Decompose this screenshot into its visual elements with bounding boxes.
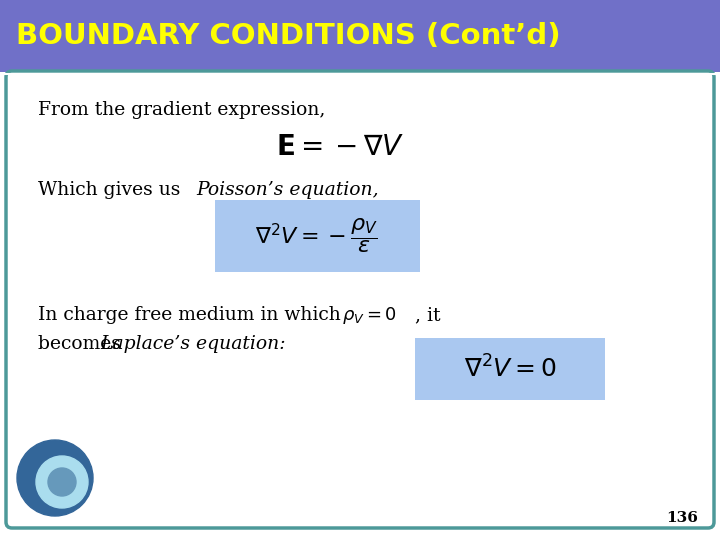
- Text: $\rho_V = 0$: $\rho_V = 0$: [342, 305, 397, 326]
- Bar: [415, 338, 605, 400]
- Circle shape: [36, 456, 88, 508]
- Text: In charge free medium in which: In charge free medium in which: [38, 306, 341, 324]
- Bar: [0, 0, 720, 72]
- Text: 136: 136: [666, 511, 698, 525]
- Text: becomes: becomes: [38, 335, 127, 353]
- Text: $\nabla^2 V = 0$: $\nabla^2 V = 0$: [464, 355, 557, 383]
- Text: Which gives us: Which gives us: [38, 181, 186, 199]
- Circle shape: [17, 440, 93, 516]
- FancyBboxPatch shape: [6, 71, 714, 528]
- Text: Poisson’s equation,: Poisson’s equation,: [196, 181, 379, 199]
- Text: From the gradient expression,: From the gradient expression,: [38, 101, 325, 119]
- Text: BOUNDARY CONDITIONS (Cont’d): BOUNDARY CONDITIONS (Cont’d): [16, 22, 561, 50]
- Text: Laplace’s equation:: Laplace’s equation:: [100, 335, 286, 353]
- Bar: [215, 200, 420, 272]
- Circle shape: [48, 468, 76, 496]
- Text: $\nabla^2 V = -\dfrac{\rho_V}{\varepsilon}$: $\nabla^2 V = -\dfrac{\rho_V}{\varepsilo…: [256, 217, 379, 255]
- Text: $\mathbf{E} = -\nabla V$: $\mathbf{E} = -\nabla V$: [276, 133, 404, 161]
- Text: , it: , it: [415, 306, 441, 324]
